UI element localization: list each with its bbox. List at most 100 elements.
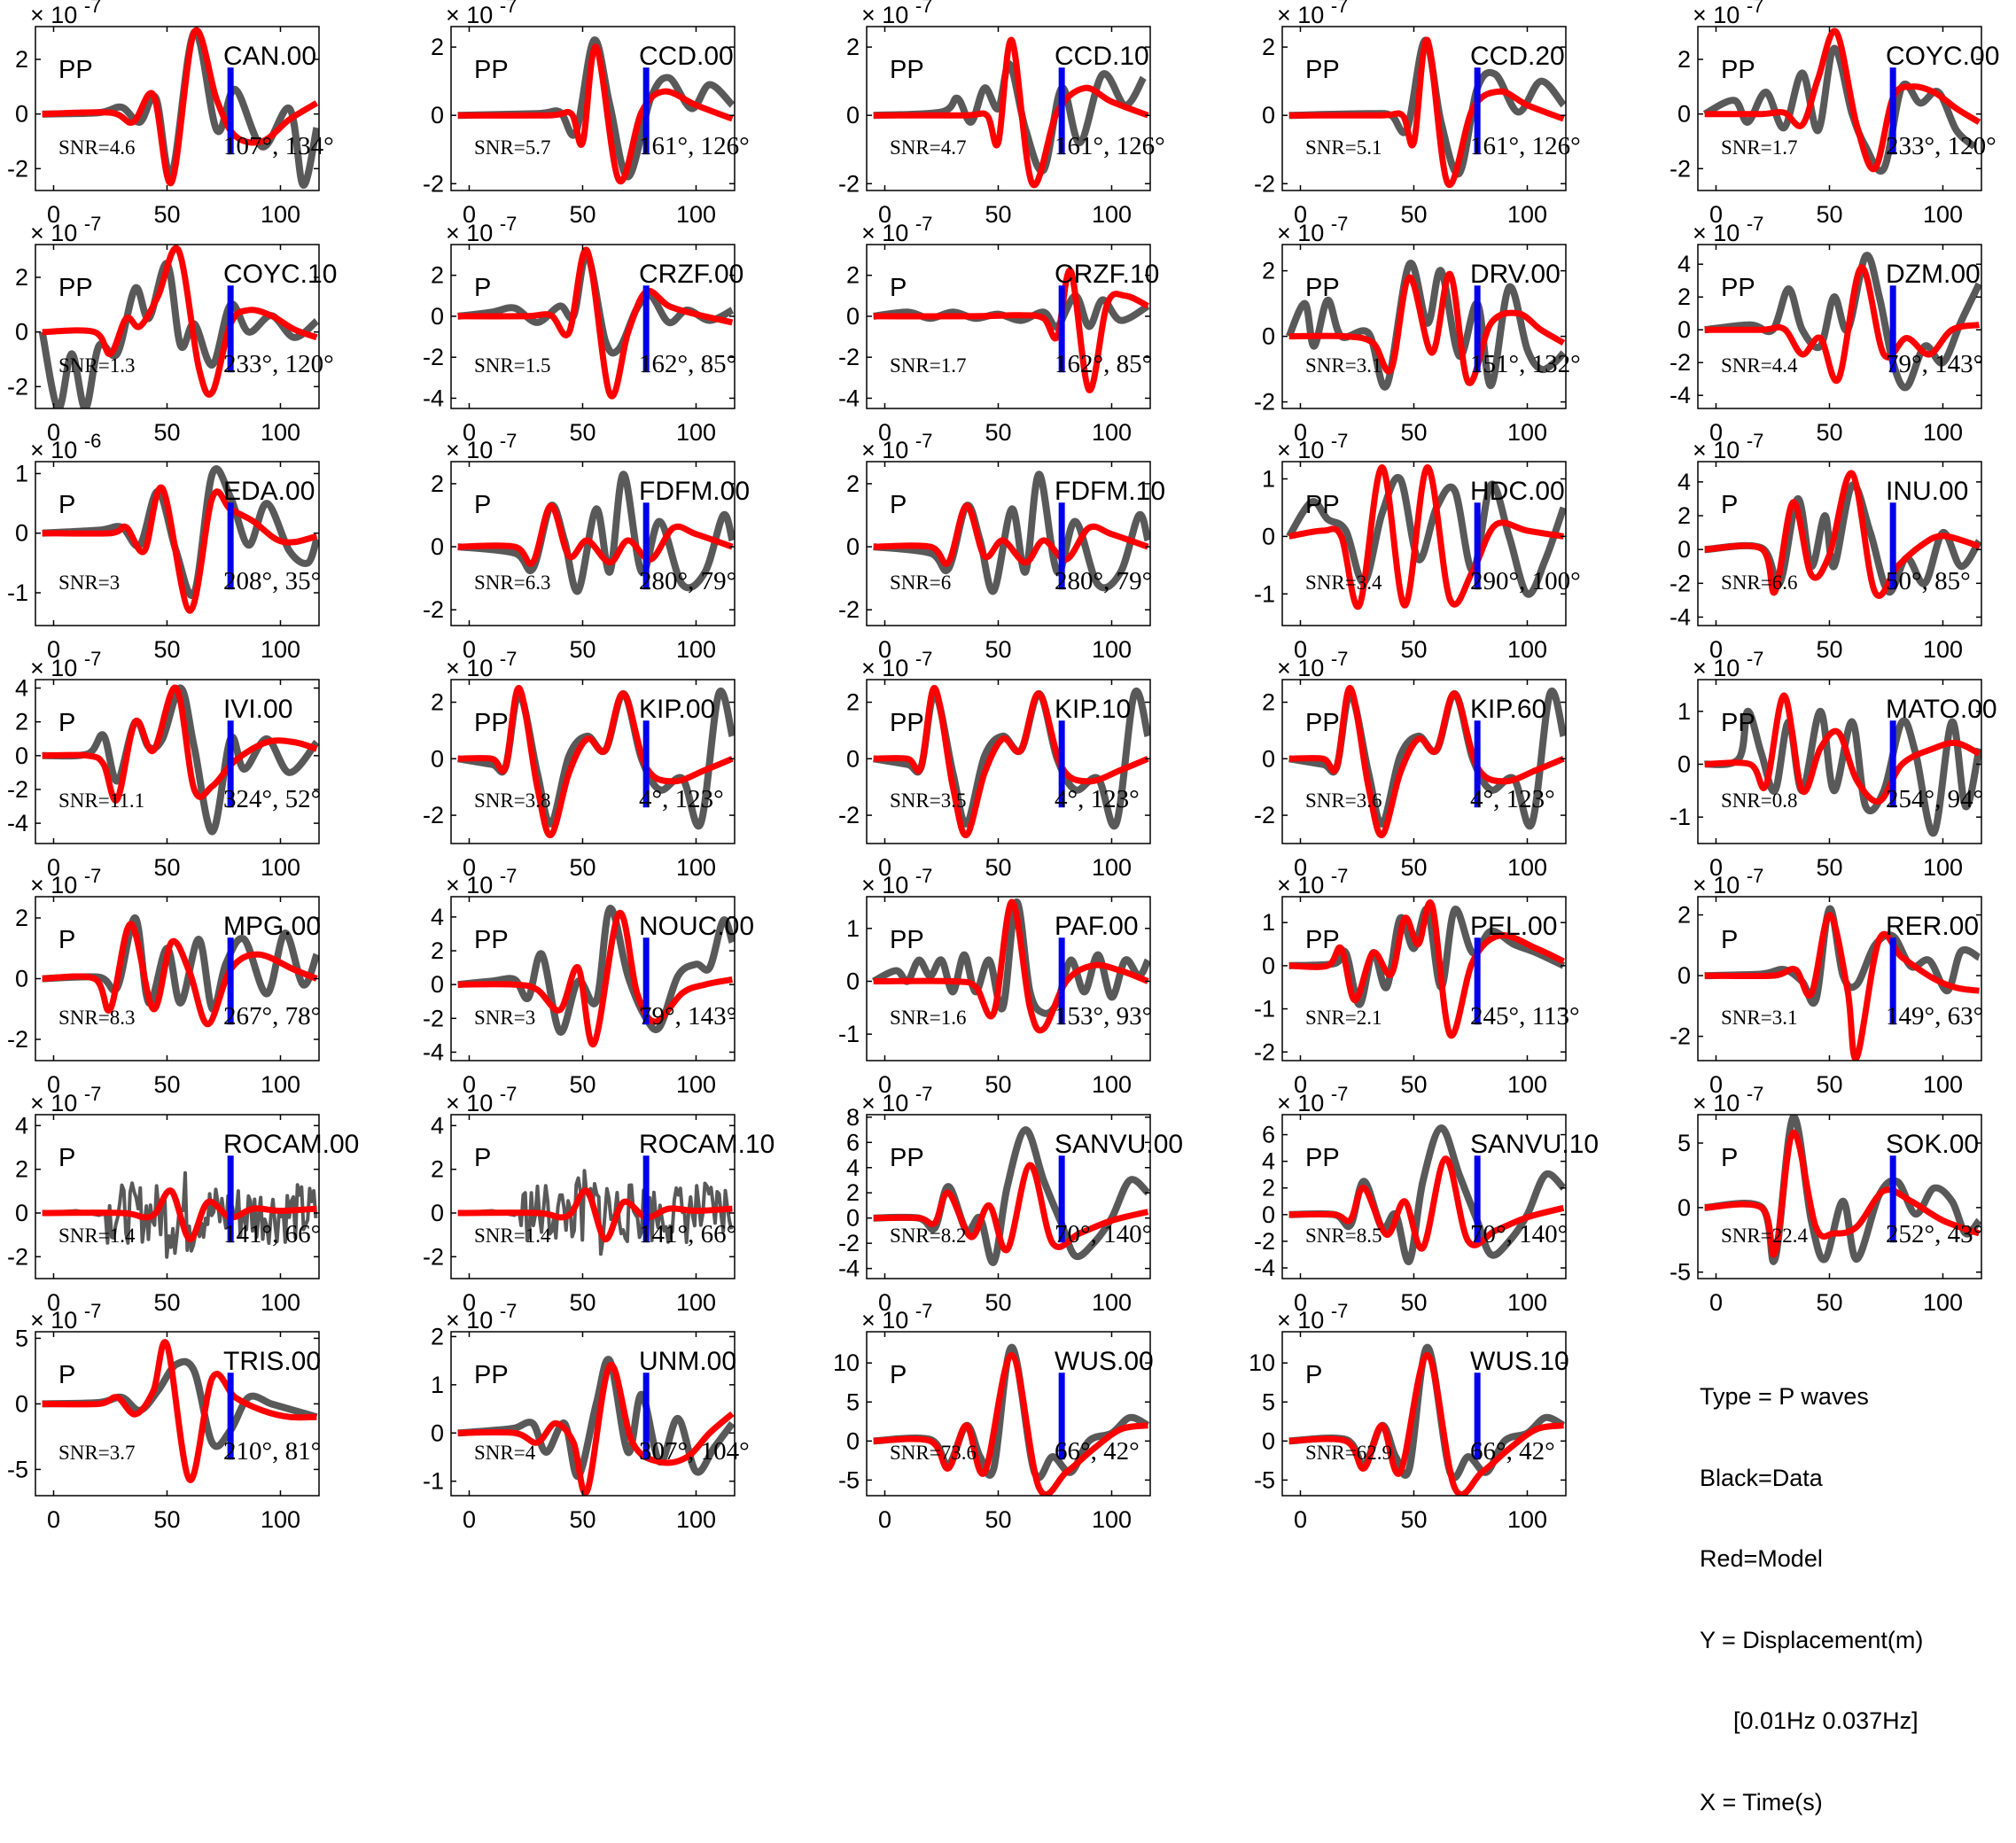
exponent-value: -7 [1331,0,1349,17]
axes-box [866,678,1151,844]
station-label: CRZF.00 [639,260,743,289]
x-tick-label: 100 [1092,1506,1132,1533]
snr-label: SNR=1.7 [890,354,966,377]
snr-label: SNR=4.6 [58,136,135,159]
x-tick-label: 100 [676,1506,716,1533]
y-tick-label: 0 [1262,1427,1275,1454]
y-tick-label: -2 [1254,1038,1275,1065]
y-tick-label: -2 [7,373,28,400]
x-tick-label: 50 [985,854,1011,881]
station-label: KIP.60 [1470,695,1546,724]
exponent-value: -7 [1747,865,1764,887]
x-tick-label: 0 [1294,636,1307,663]
axes-box [866,243,1151,409]
phase-label: PP [1305,491,1340,519]
angles-label: 66°, 42° [1055,1437,1140,1466]
exponent-value: -7 [500,0,518,17]
exponent-value: -7 [1747,0,1764,17]
phase-label: PP [1721,709,1755,737]
x-tick-label: 100 [1507,1071,1547,1098]
axes-box [35,26,320,191]
angles-label: 141°, 66° [223,1220,321,1248]
y-tick-label: -2 [1254,802,1275,828]
exponent-label: × 10 -7 [446,0,517,28]
y-tick-label: 0 [846,1427,860,1454]
x-tick-label: 0 [463,1071,476,1098]
data-trace [457,905,735,1036]
y-tick-label: 2 [1677,284,1691,310]
angles-label: 307°, 104° [639,1437,750,1466]
seismogram-panel: -4 -2 0 2 0 50 100 × 10 -7 P CRZF.10 SNR=1.7 162°, … [805,213,1208,448]
x-tick-label: 0 [878,1506,891,1533]
snr-label: SNR=2.1 [1305,1007,1382,1029]
x-tick-label: 0 [878,201,891,228]
x-tick-label: 100 [676,854,716,881]
x-tick-label: 100 [261,201,300,228]
seismogram-panel: -4 -2 0 2 0 50 100 × 10 -7 P CRZF.00 SNR=1.5 162°, … [389,213,792,448]
station-label: KIP.00 [639,695,715,724]
model-trace [1704,470,1981,599]
model-trace [873,502,1149,567]
axes-box [1281,678,1567,844]
y-tick-label: -2 [1670,155,1691,182]
y-tick-label: 2 [15,905,28,931]
y-tick-label: -2 [838,1230,860,1256]
exponent-value: -7 [500,648,518,670]
x-tick-label: 50 [1816,636,1842,663]
phase-label: P [474,1144,491,1172]
angles-label: 210°, 81° [223,1437,321,1466]
station-label: CCD.20 [1470,42,1565,71]
exponent-label: × 10 -7 [1277,0,1348,28]
snr-label: SNR=6 [890,572,951,594]
model-trace [1288,899,1565,1039]
x-tick-label: 100 [1092,1289,1132,1316]
model-trace [1288,36,1565,189]
x-tick-label: 0 [463,1289,476,1316]
y-tick-label: -1 [7,579,28,606]
y-tick-label: -1 [1254,580,1275,607]
angles-label: 324°, 52° [223,785,321,813]
x-tick-label: 100 [1923,1289,1963,1316]
axes-box [1281,896,1567,1061]
model-trace [873,1161,1149,1253]
snr-label: SNR=8.2 [890,1225,966,1247]
seismogram-grid: -2 0 2 0 50 100 × 10 -7 PP CAN.00 SNR=4.6 107°, 13… [7,0,2016,1533]
snr-label: SNR=1.6 [890,1007,966,1029]
phase-label: PP [890,709,924,737]
exponent-value: -7 [1747,648,1764,670]
axes-box [450,1113,736,1279]
angles-label: 161°, 126° [639,132,750,160]
angles-label: 162°, 85° [639,350,736,378]
y-tick-label: 0 [1677,962,1691,989]
model-trace [1288,1351,1564,1496]
y-tick-label: 0 [15,318,28,345]
model-trace [42,921,318,1028]
exponent-value: -7 [84,1083,102,1105]
angles-label: 70°, 140° [1470,1220,1568,1248]
x-tick-label: 100 [261,1289,300,1316]
seismogram-panel: -5 0 5 10 0 50 100 × 10 -7 P WUS.10 SNR=62.9 66°, 4… [1220,1300,1623,1536]
seismogram-panel: -1 0 1 0 50 100 × 10 -7 PP MATO.00 SNR=0.8 254°, 9… [1636,648,2016,883]
data-trace [1704,481,1981,595]
axes-box [1281,1113,1567,1279]
axes-box [1281,26,1567,191]
snr-label: SNR=4 [474,1442,536,1464]
angles-label: 280°, 79° [639,567,736,595]
exponent-value: -7 [1331,1300,1349,1322]
station-label: MPG.00 [223,912,321,941]
snr-label: SNR=1.4 [58,1225,136,1247]
legend: Type = P waves Black=Data Red=Model Y = … [1700,1329,1923,1843]
model-trace [457,684,734,838]
y-tick-label: 0 [15,742,28,768]
x-tick-label: 100 [1507,419,1547,446]
y-tick-label: 2 [431,1323,444,1349]
station-label: RER.00 [1886,912,1979,941]
x-tick-label: 50 [569,636,595,663]
model-trace [42,27,319,187]
